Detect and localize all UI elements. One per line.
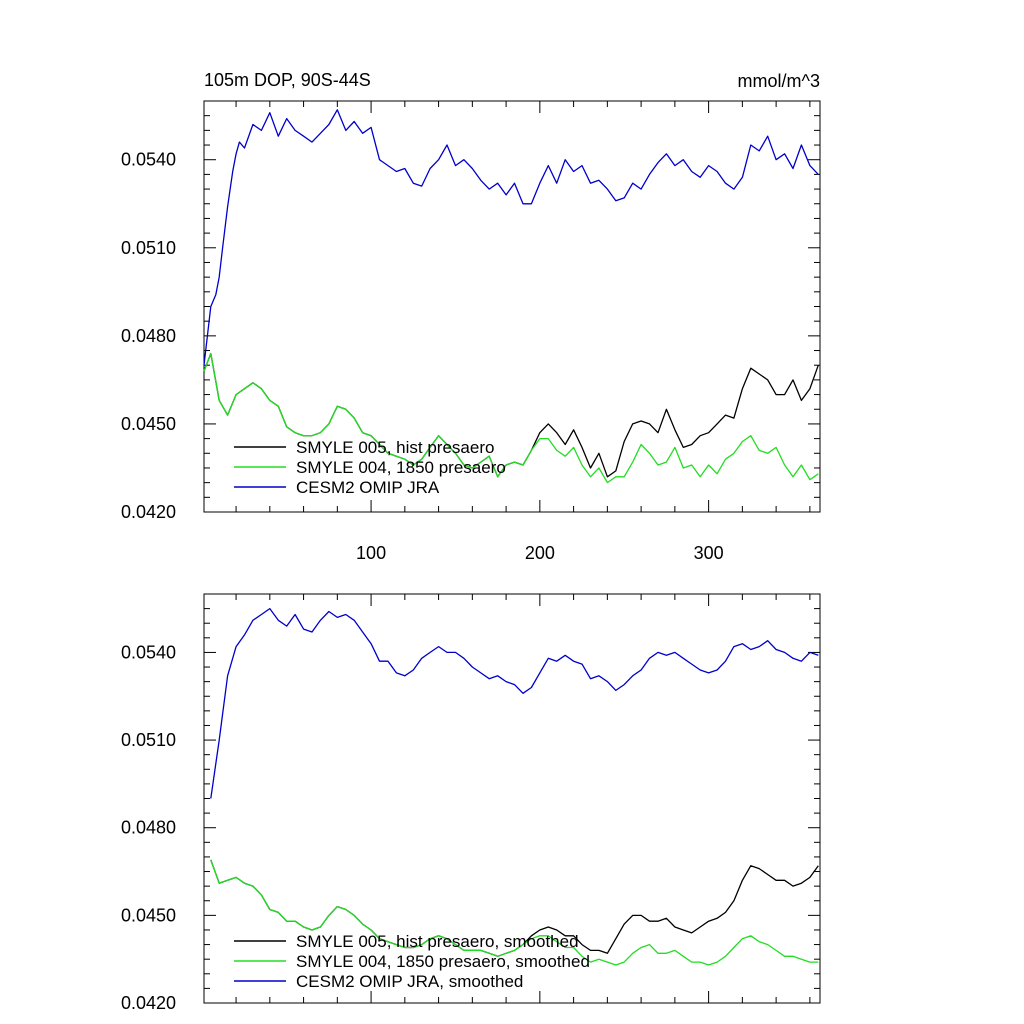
y-tick-label: 0.0420 <box>121 993 176 1013</box>
x-tick-label: 200 <box>525 543 555 563</box>
top-series <box>203 109 819 484</box>
y-tick-label: 0.0540 <box>121 150 176 170</box>
y-tick-label: 0.0450 <box>121 414 176 434</box>
bottom-legend: SMYLE 005, hist presaero, smoothedSMYLE … <box>234 932 590 991</box>
y-tick-label: 0.0420 <box>121 502 176 522</box>
legend-label: SMYLE 005, hist presaero <box>296 438 494 457</box>
x-tick-label: 100 <box>356 543 386 563</box>
top-panel: 105m DOP, 90S-44S mmol/m^3 0.04200.04500… <box>121 70 821 563</box>
units-label: mmol/m^3 <box>738 71 820 91</box>
legend-label: CESM2 OMIP JRA, smoothed <box>296 972 523 991</box>
series-line-1 <box>210 859 819 966</box>
legend-label: SMYLE 004, 1850 presaero, smoothed <box>296 952 590 971</box>
series-line-2 <box>203 109 819 366</box>
legend-label: SMYLE 005, hist presaero, smoothed <box>296 932 579 951</box>
chart-title: 105m DOP, 90S-44S <box>204 70 371 90</box>
bottom-series <box>210 607 819 966</box>
bottom-axes: 0.0420 0.0450 0.0480 0.0510 0.0540 <box>121 593 821 1013</box>
x-tick-label: 300 <box>694 543 724 563</box>
top-axes: 0.0420 0.0450 0.0480 0.0510 0.0540 100 200 300 <box>121 100 821 563</box>
y-tick-label: 0.0480 <box>121 818 176 838</box>
y-tick-label: 0.0510 <box>121 238 176 258</box>
bottom-panel: 0.0420 0.0450 0.0480 0.0510 0.0540 SMYLE 005… <box>121 593 821 1013</box>
legend-label: CESM2 OMIP JRA <box>296 478 440 497</box>
y-tick-label: 0.0540 <box>121 642 176 662</box>
y-tick-label: 0.0510 <box>121 730 176 750</box>
legend-label: SMYLE 004, 1850 presaero <box>296 458 506 477</box>
y-tick-label: 0.0480 <box>121 326 176 346</box>
series-line-1 <box>203 352 819 484</box>
y-tick-label: 0.0450 <box>121 905 176 925</box>
series-line-2 <box>210 607 819 799</box>
